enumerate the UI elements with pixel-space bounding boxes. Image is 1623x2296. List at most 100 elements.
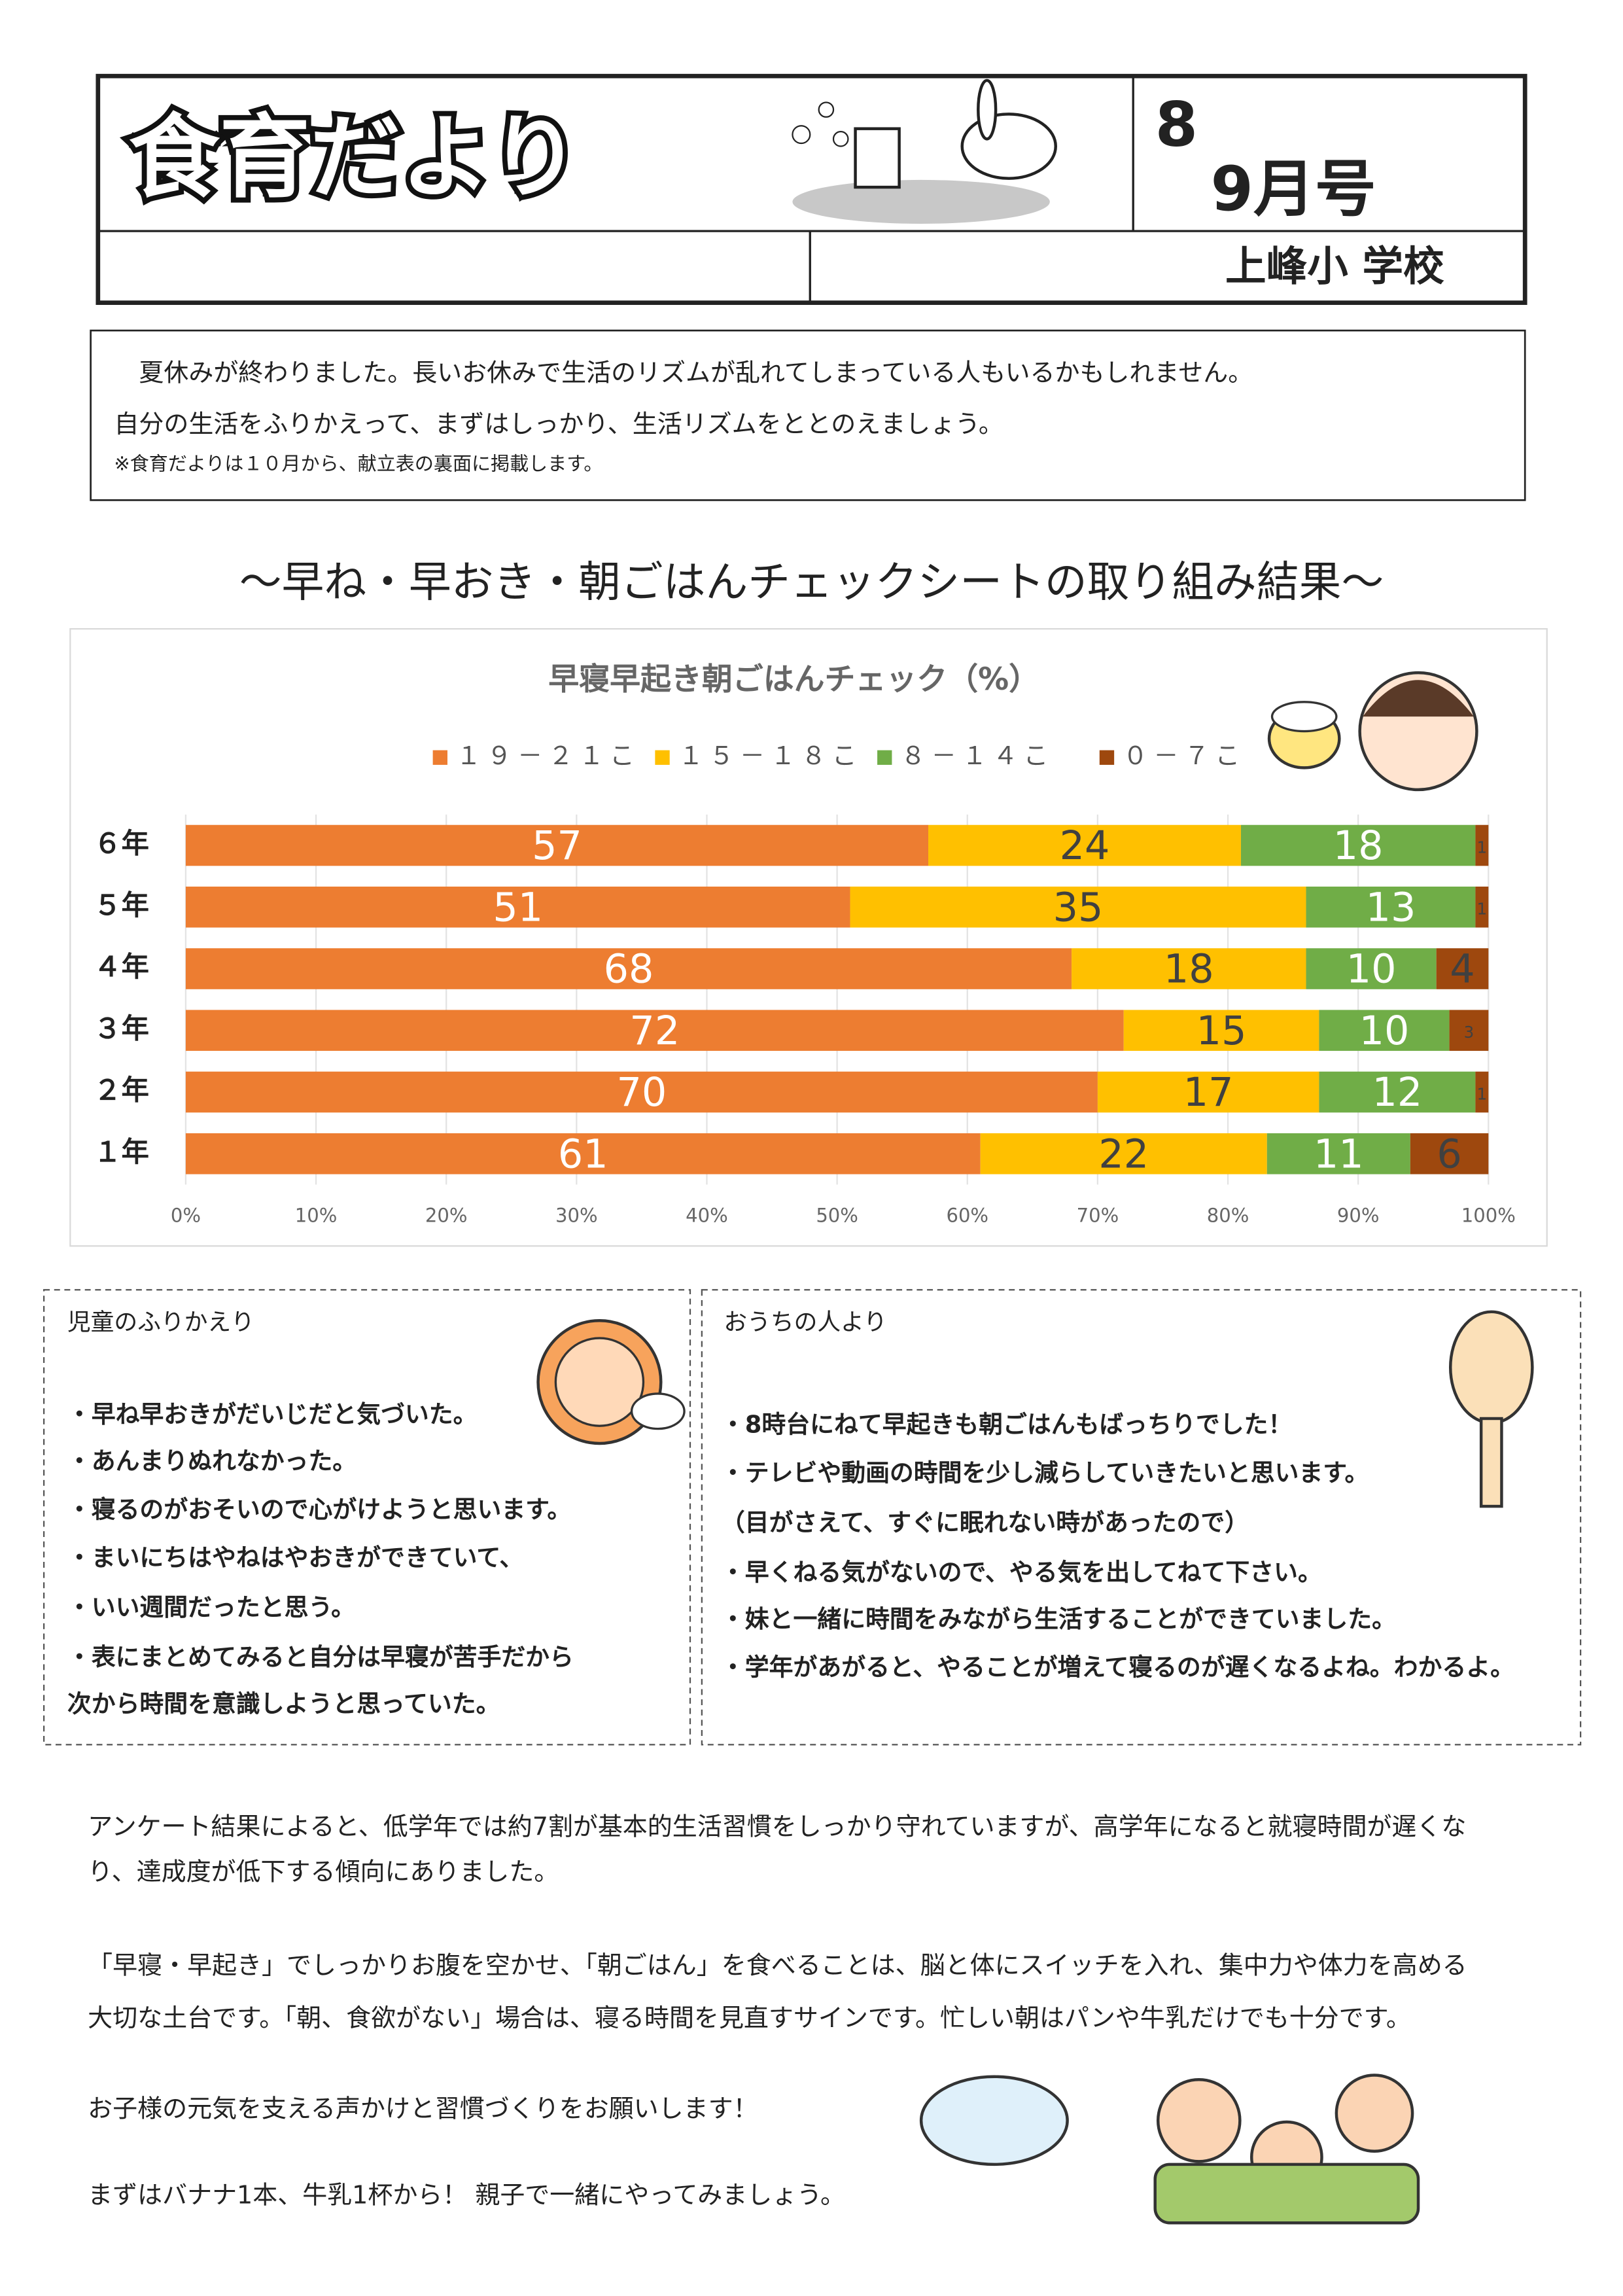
bar-segment [850,886,1306,928]
bar-segment [1097,1071,1319,1113]
bar-segment [1319,1010,1450,1051]
intro-line: 自分の生活をふりかえって、まずはしっかり、生活リズムをととのえましょう。 [114,410,1003,438]
y-tick-label: ５年 [94,890,149,922]
legend-swatch [432,750,447,765]
children-box [43,1289,691,1746]
bar-segment [1266,1133,1410,1174]
box-title: 児童のふりかえり [67,1309,254,1336]
x-tick-label: 0% [171,1205,201,1227]
legend-swatch [877,750,892,765]
bar-segment [1240,824,1476,866]
bar-segment [185,1133,981,1174]
bar-segment [185,886,850,928]
legend-swatch [1099,750,1115,765]
school-name: 上峰小 学校 [1225,242,1444,290]
x-tick-label: 80% [1207,1205,1249,1227]
value-label: 51 [493,885,543,930]
family-box [701,1289,1582,1746]
x-tick-label: 40% [686,1205,728,1227]
child-comment: ・あんまりぬれなかった。 [67,1447,357,1475]
issue-number: 8 [1155,90,1198,161]
body-line: 「早寝・早起き」でしっかりお腹を空かせ、「朝ごはん」を食べることは、脳と体にスイ… [88,1951,1467,1980]
value-label: 1 [1477,1084,1488,1103]
chart-title: 早寝早起き朝ごはんチェック（%） [548,662,1039,698]
bar-segment [1306,948,1437,989]
body-line: まずはバナナ1本、牛乳1杯から！ 親子で一緒にやってみましょう。 [88,2181,845,2210]
header-box [96,73,1527,306]
value-label: 22 [1098,1131,1149,1177]
bar-segment [1306,886,1476,928]
value-label: 68 [604,947,654,993]
body-line: り、達成度が低下する傾向にありました。 [88,1858,559,1886]
family-comment: （目がさえて、すぐに眠れない時があったので） [721,1508,1249,1536]
body-line: 大切な土台です。「朝、食欲がない」場合は、寝る時間を見直すサインです。忙しい朝は… [88,2004,1411,2032]
bar-segment [980,1133,1267,1174]
family-comment: ・8時台にねて早起きも朝ごはんもばっちりでした！ [721,1411,1292,1439]
x-tick-label: 30% [555,1205,598,1227]
family-illustration [919,2074,1420,2225]
family-comment: ・早くねる気がないので、やる気を出してねて下さい。 [721,1558,1322,1586]
bar-segment [185,1071,1098,1113]
bar-segment [1319,1071,1476,1113]
sun-illustration [536,1318,686,1445]
y-tick-label: １年 [94,1137,149,1169]
child-comment: ・まいにちはやねはやおきができていて、 [67,1544,523,1572]
value-label: 17 [1183,1070,1234,1116]
bar-segment [1475,886,1489,928]
x-tick-label: 20% [425,1205,468,1227]
x-tick-label: 50% [816,1205,858,1227]
value-label: 70 [617,1070,667,1116]
y-tick-label: ６年 [94,828,149,860]
value-label: 18 [1333,823,1384,869]
section-heading: ～早ね・早おき・朝ごはんチェックシートの取り組み結果～ [239,558,1384,607]
family-comment: ・学年があがると、やることが増えて寝るのが遅くなるよね。わかるよ。 [721,1653,1514,1682]
child-comment: ・いい週間だったと思う。 [67,1593,355,1621]
bar-segment [928,824,1241,866]
child-comment: ・早ね早おきがだいじだと気づいた。 [67,1400,478,1428]
intro-box [90,329,1526,501]
x-tick-label: 70% [1077,1205,1119,1227]
value-label: 15 [1196,1008,1247,1054]
value-label: 1 [1477,838,1488,857]
legend-label: ０－７こ [1123,741,1246,770]
x-tick-label: 100% [1461,1205,1516,1227]
value-label: 4 [1450,947,1475,993]
value-label: 1 [1477,900,1488,919]
chart: 0% 10% 20% 30% 40% 50% 60% 70% 80% 90% 100% １９－２１こ １… [94,741,1516,1226]
child-comment: ・寝るのがおそいので心がけようと思います。 [67,1495,571,1523]
y-tick-label: ２年 [94,1075,149,1107]
value-label: 11 [1314,1131,1364,1177]
value-label: 61 [558,1131,608,1177]
value-label: 13 [1366,885,1416,930]
value-label: 12 [1372,1070,1423,1116]
child-comment: 次から時間を意識しようと思っていた。 [67,1690,500,1718]
intro-note: ※食育だよりは１０月から、献立表の裏面に掲載します。 [114,453,602,475]
family-comment: ・テレビや動画の時間を少し減らしていきたいと思います。 [721,1458,1369,1487]
issue-months: 9月号 [1211,154,1376,225]
newsletter-title: 食育だより [129,104,580,210]
legend-label: ８－１４こ [901,741,1055,770]
value-label: 35 [1053,885,1104,930]
y-tick-label: ４年 [94,951,149,983]
rabbit-illustration [792,79,1057,224]
value-label: 10 [1359,1008,1410,1054]
value-label: 18 [1164,947,1214,993]
bar-segment [1475,1071,1489,1113]
box-title: おうちの人より [724,1309,887,1336]
body-line: お子様の元気を支える声かけと習慣づくりをお願いします！ [88,2094,758,2123]
bar-segment [1436,948,1489,989]
legend-label: １９－２１こ [456,741,640,770]
value-label: 10 [1346,947,1397,993]
x-tick-label: 60% [946,1205,988,1227]
bar-segment [1449,1010,1489,1051]
bar-segment [185,948,1072,989]
value-label: 24 [1060,823,1110,869]
legend-swatch [655,750,670,765]
value-label: 3 [1464,1023,1475,1042]
x-tick-label: 90% [1337,1205,1380,1227]
intro-line: 夏休みが終わりました。長いお休みで生活のリズムが乱れてしまっている人もいるかもし… [114,359,1253,387]
bar-segment [185,824,929,866]
kids-illustration [1267,671,1478,792]
y-tick-label: ３年 [94,1013,149,1045]
